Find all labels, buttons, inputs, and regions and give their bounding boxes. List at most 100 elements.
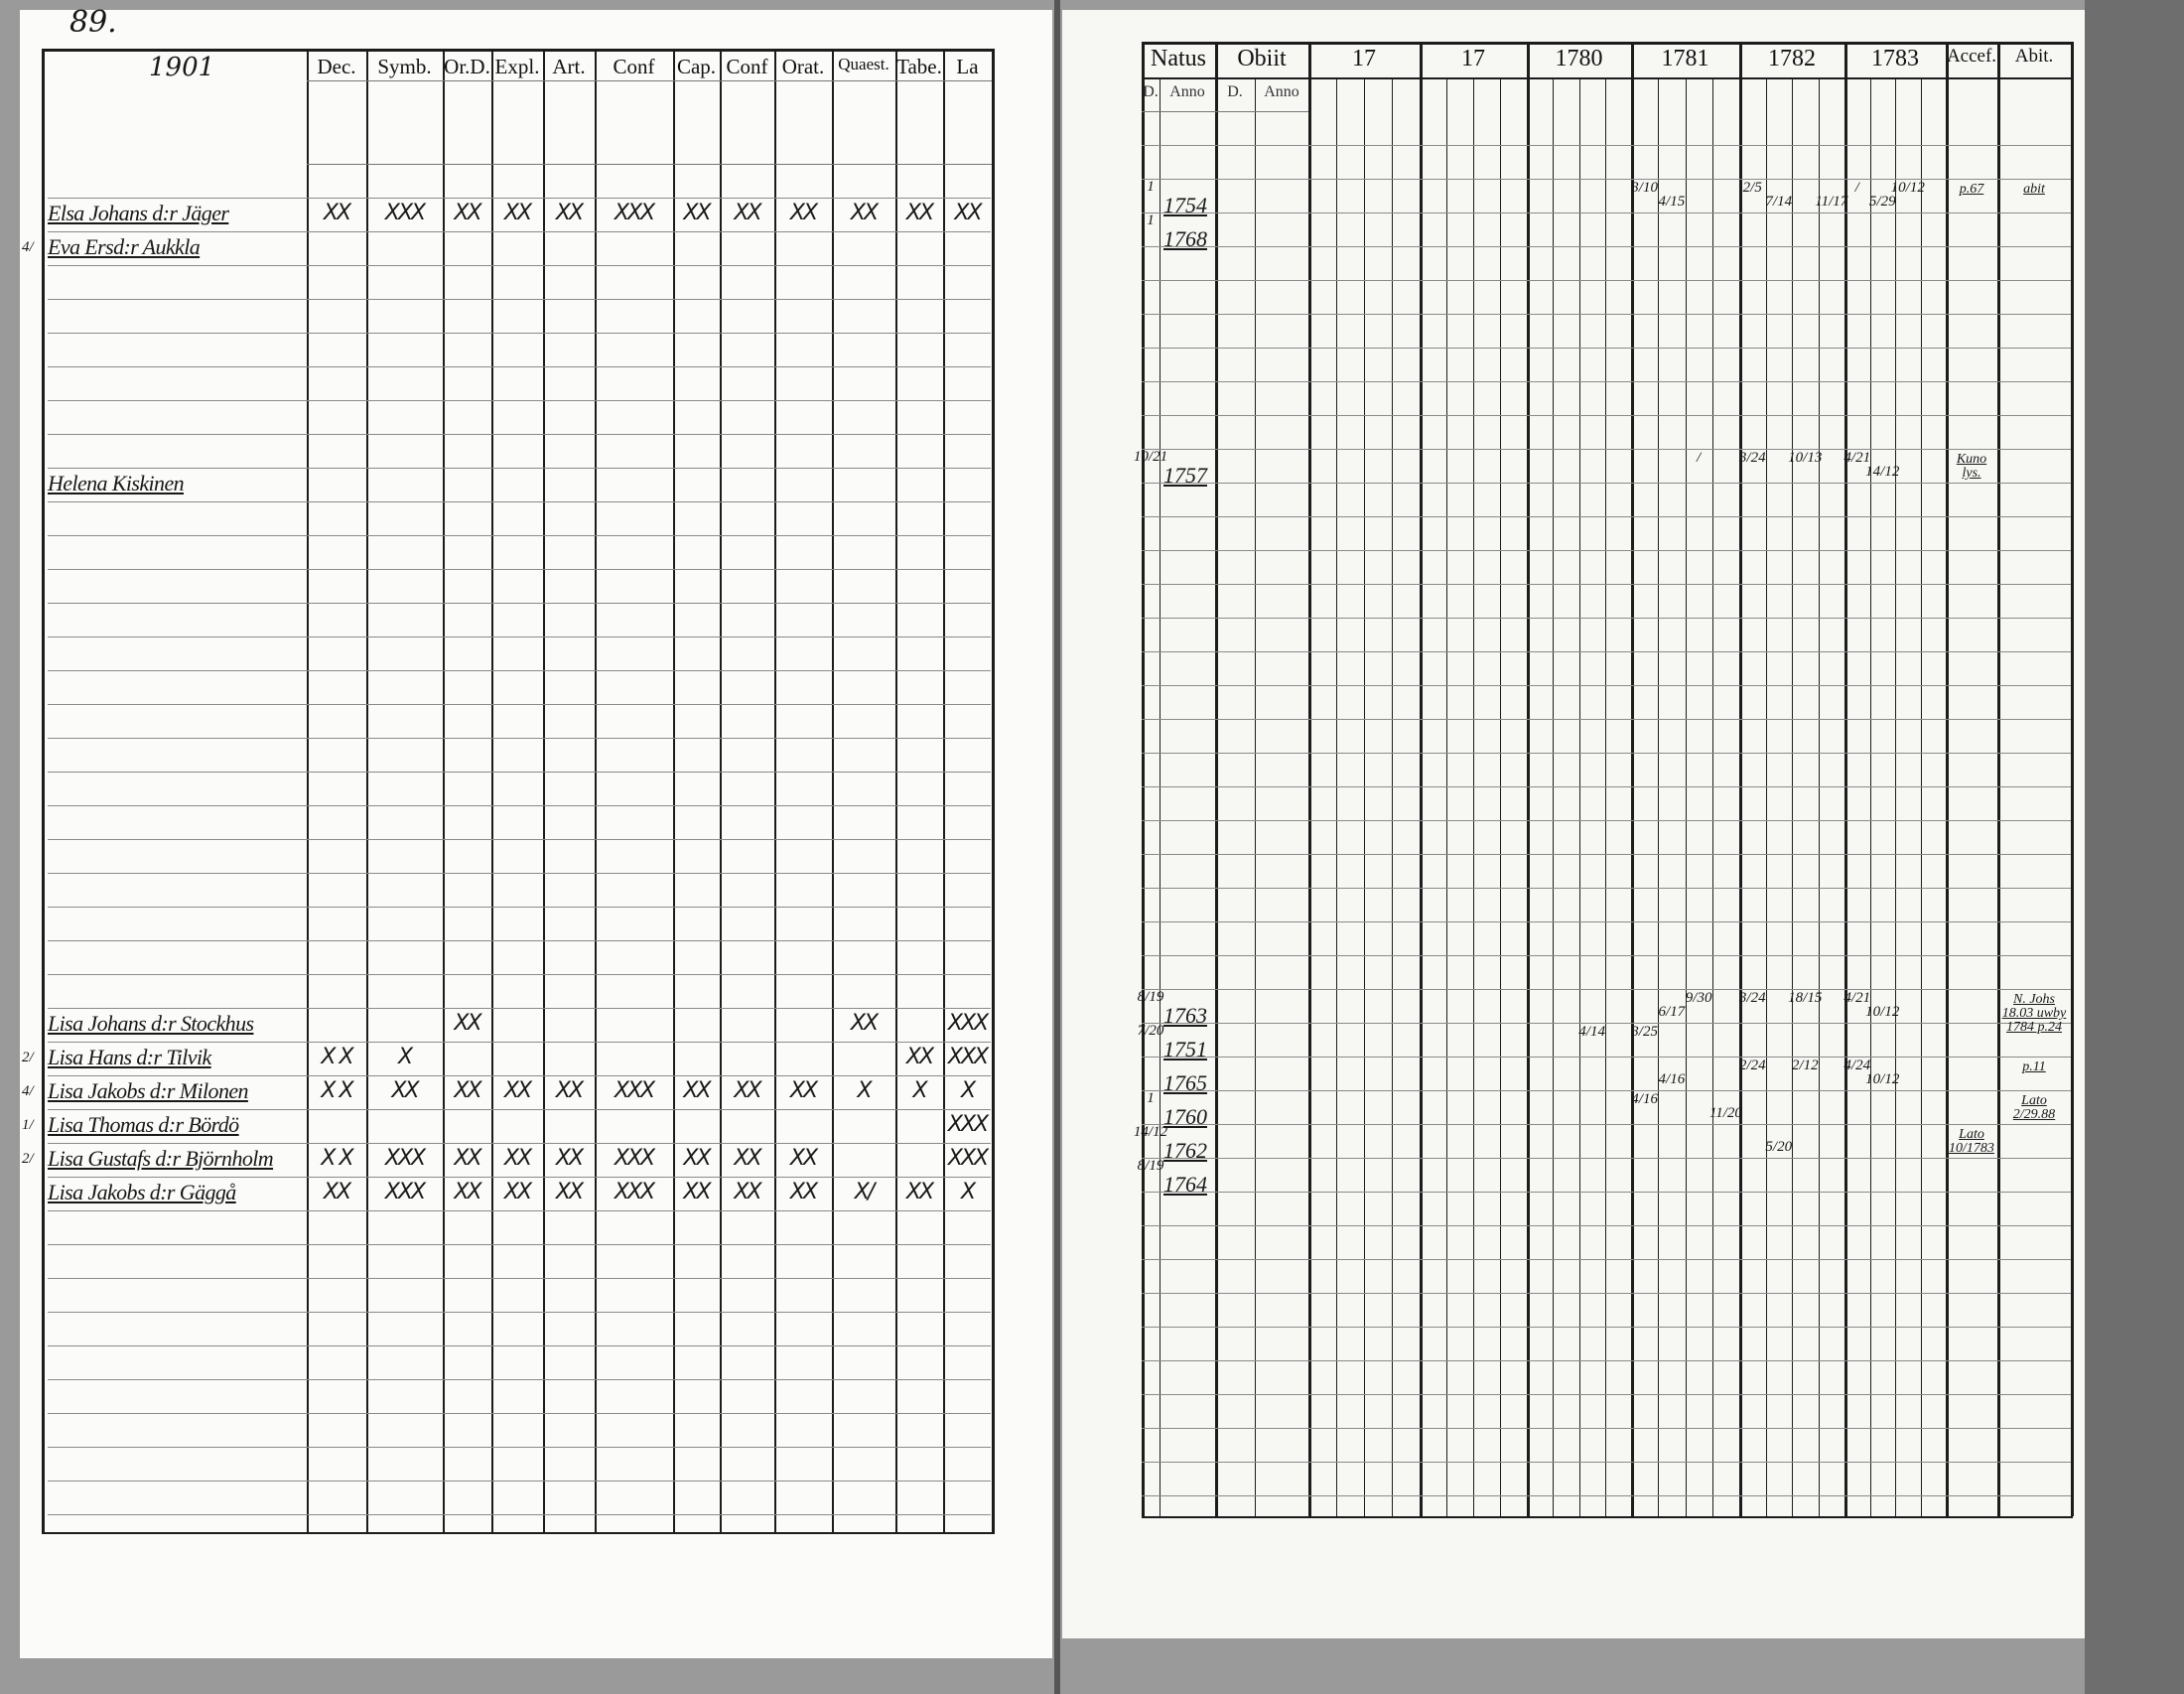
catechism-mark: X [857,1078,872,1103]
examination-note: 9/30 [1685,990,1712,1006]
sub-column-line [1920,77,1922,1516]
column-line [1420,42,1423,1516]
birth-year: 1768 [1163,226,1207,251]
entry-name: Lisa Gustafs d:r Björnholm [48,1146,274,1171]
row-line [48,1312,991,1313]
column-line [595,49,597,1532]
catechism-mark: XXX [384,201,426,225]
examination-note: 4/16 [1631,1091,1658,1107]
row-line [1142,1293,2071,1294]
row-line [1142,1495,2071,1496]
catechism-mark: XX [555,1180,584,1204]
catechism-mark: XX [734,201,761,225]
row-line [48,704,991,705]
row-line [48,974,991,975]
row-line [1142,449,2071,450]
page-number: 89. [69,5,117,40]
examination-note: 4/16 [1658,1071,1686,1087]
row-line [48,1413,991,1414]
row-line [48,738,991,739]
birth-year: 1754 [1163,193,1207,217]
birth-day: 8/19 [1137,1158,1164,1174]
row-line [1142,179,2071,180]
sub-column-line [1792,77,1793,1516]
entry-name: Lisa Jakobs d:r Milonen [48,1078,249,1103]
entry-name: Lisa Hans d:r Tilvik [48,1045,211,1069]
row-line [1142,1327,2071,1328]
column-header: Obiit [1237,46,1287,71]
column-line [366,49,368,1532]
entry-name: Eva Ersd:r Aukkla [48,234,201,259]
examination-note: 2/12 [1791,1058,1819,1073]
birth-year: 1764 [1163,1172,1207,1197]
catechism-mark: XX [683,1078,711,1103]
examination-note: 4/15 [1658,194,1686,210]
column-line [1739,42,1742,1516]
margin-note: 1/ [22,1117,34,1133]
catechism-mark: XX [323,201,351,225]
column-header: Accef. [1946,46,1997,67]
row-line [1142,314,2071,315]
column-line [1527,42,1530,1516]
row-line [48,772,991,773]
row-line [48,198,991,199]
table-top-border [1142,42,2073,45]
row-line [1142,1192,2071,1193]
departure-note: abit [2023,182,2045,197]
column-line [543,49,545,1532]
catechism-mark: XX [454,1011,481,1036]
examination-note: 10/12 [1890,180,1925,196]
column-header: 1782 [1768,46,1816,71]
sub-column-line [1711,77,1713,1516]
examination-note: 3/24 [1738,450,1766,466]
row-line [48,468,991,469]
sub-column-line [1818,77,1820,1516]
birth-year: 1762 [1163,1138,1207,1163]
row-line [1142,1360,2071,1361]
column-line [720,49,722,1532]
entry-name: Lisa Jakobs d:r Gäggå [48,1180,236,1204]
catechism-mark: XX [789,1180,818,1204]
sub-header: Anno [1169,83,1205,100]
row-line [1142,246,2071,247]
catechism-mark: X X [321,1146,353,1171]
catechism-mark: XX [789,201,818,225]
catechism-mark: X X [321,1078,353,1103]
catechism-mark: XX [683,1146,711,1171]
column-header: 17 [1461,46,1485,71]
entry-name: Lisa Thomas d:r Bördö [48,1112,239,1137]
row-line [1142,483,2071,484]
catechism-mark: XX [454,1146,481,1171]
examination-note: 18/15 [1788,990,1823,1006]
catechism-mark: XX [789,1146,818,1171]
row-line [1142,280,2071,281]
accession-note: p.67 [1959,182,1984,197]
catechism-mark: XX [454,201,481,225]
row-line [48,1109,991,1110]
catechism-mark: XX [905,201,934,225]
catechism-mark: X/ [854,1180,875,1204]
column-header: Quaest. [838,55,889,73]
sub-column-line [1392,77,1393,1516]
catechism-mark: XX [734,1180,761,1204]
row-line [1142,415,2071,416]
examination-note: 7/14 [1765,194,1793,210]
column-line [1308,42,1311,1516]
subheader-divider [1142,111,1308,112]
row-line [1142,1428,2071,1429]
catechism-mark: XX [323,1180,351,1204]
examination-note: 5/20 [1765,1139,1793,1155]
row-line [48,805,991,806]
row-line [48,1345,991,1346]
row-line [48,1008,991,1009]
examination-note: 11/20 [1708,1105,1742,1121]
departure-note: N. Johs 18.03 uwby 1784 p.24 [2001,992,2067,1035]
examination-note: 6/17 [1658,1004,1686,1020]
row-line [1142,381,2071,382]
catechism-mark: XX [905,1180,934,1204]
margin-note: 2/ [22,1050,34,1065]
row-line [48,603,991,604]
catechism-mark: XX [454,1180,481,1204]
accession-note: Kuno lys. [1956,452,1987,481]
birth-day: 7/20 [1137,1023,1164,1039]
